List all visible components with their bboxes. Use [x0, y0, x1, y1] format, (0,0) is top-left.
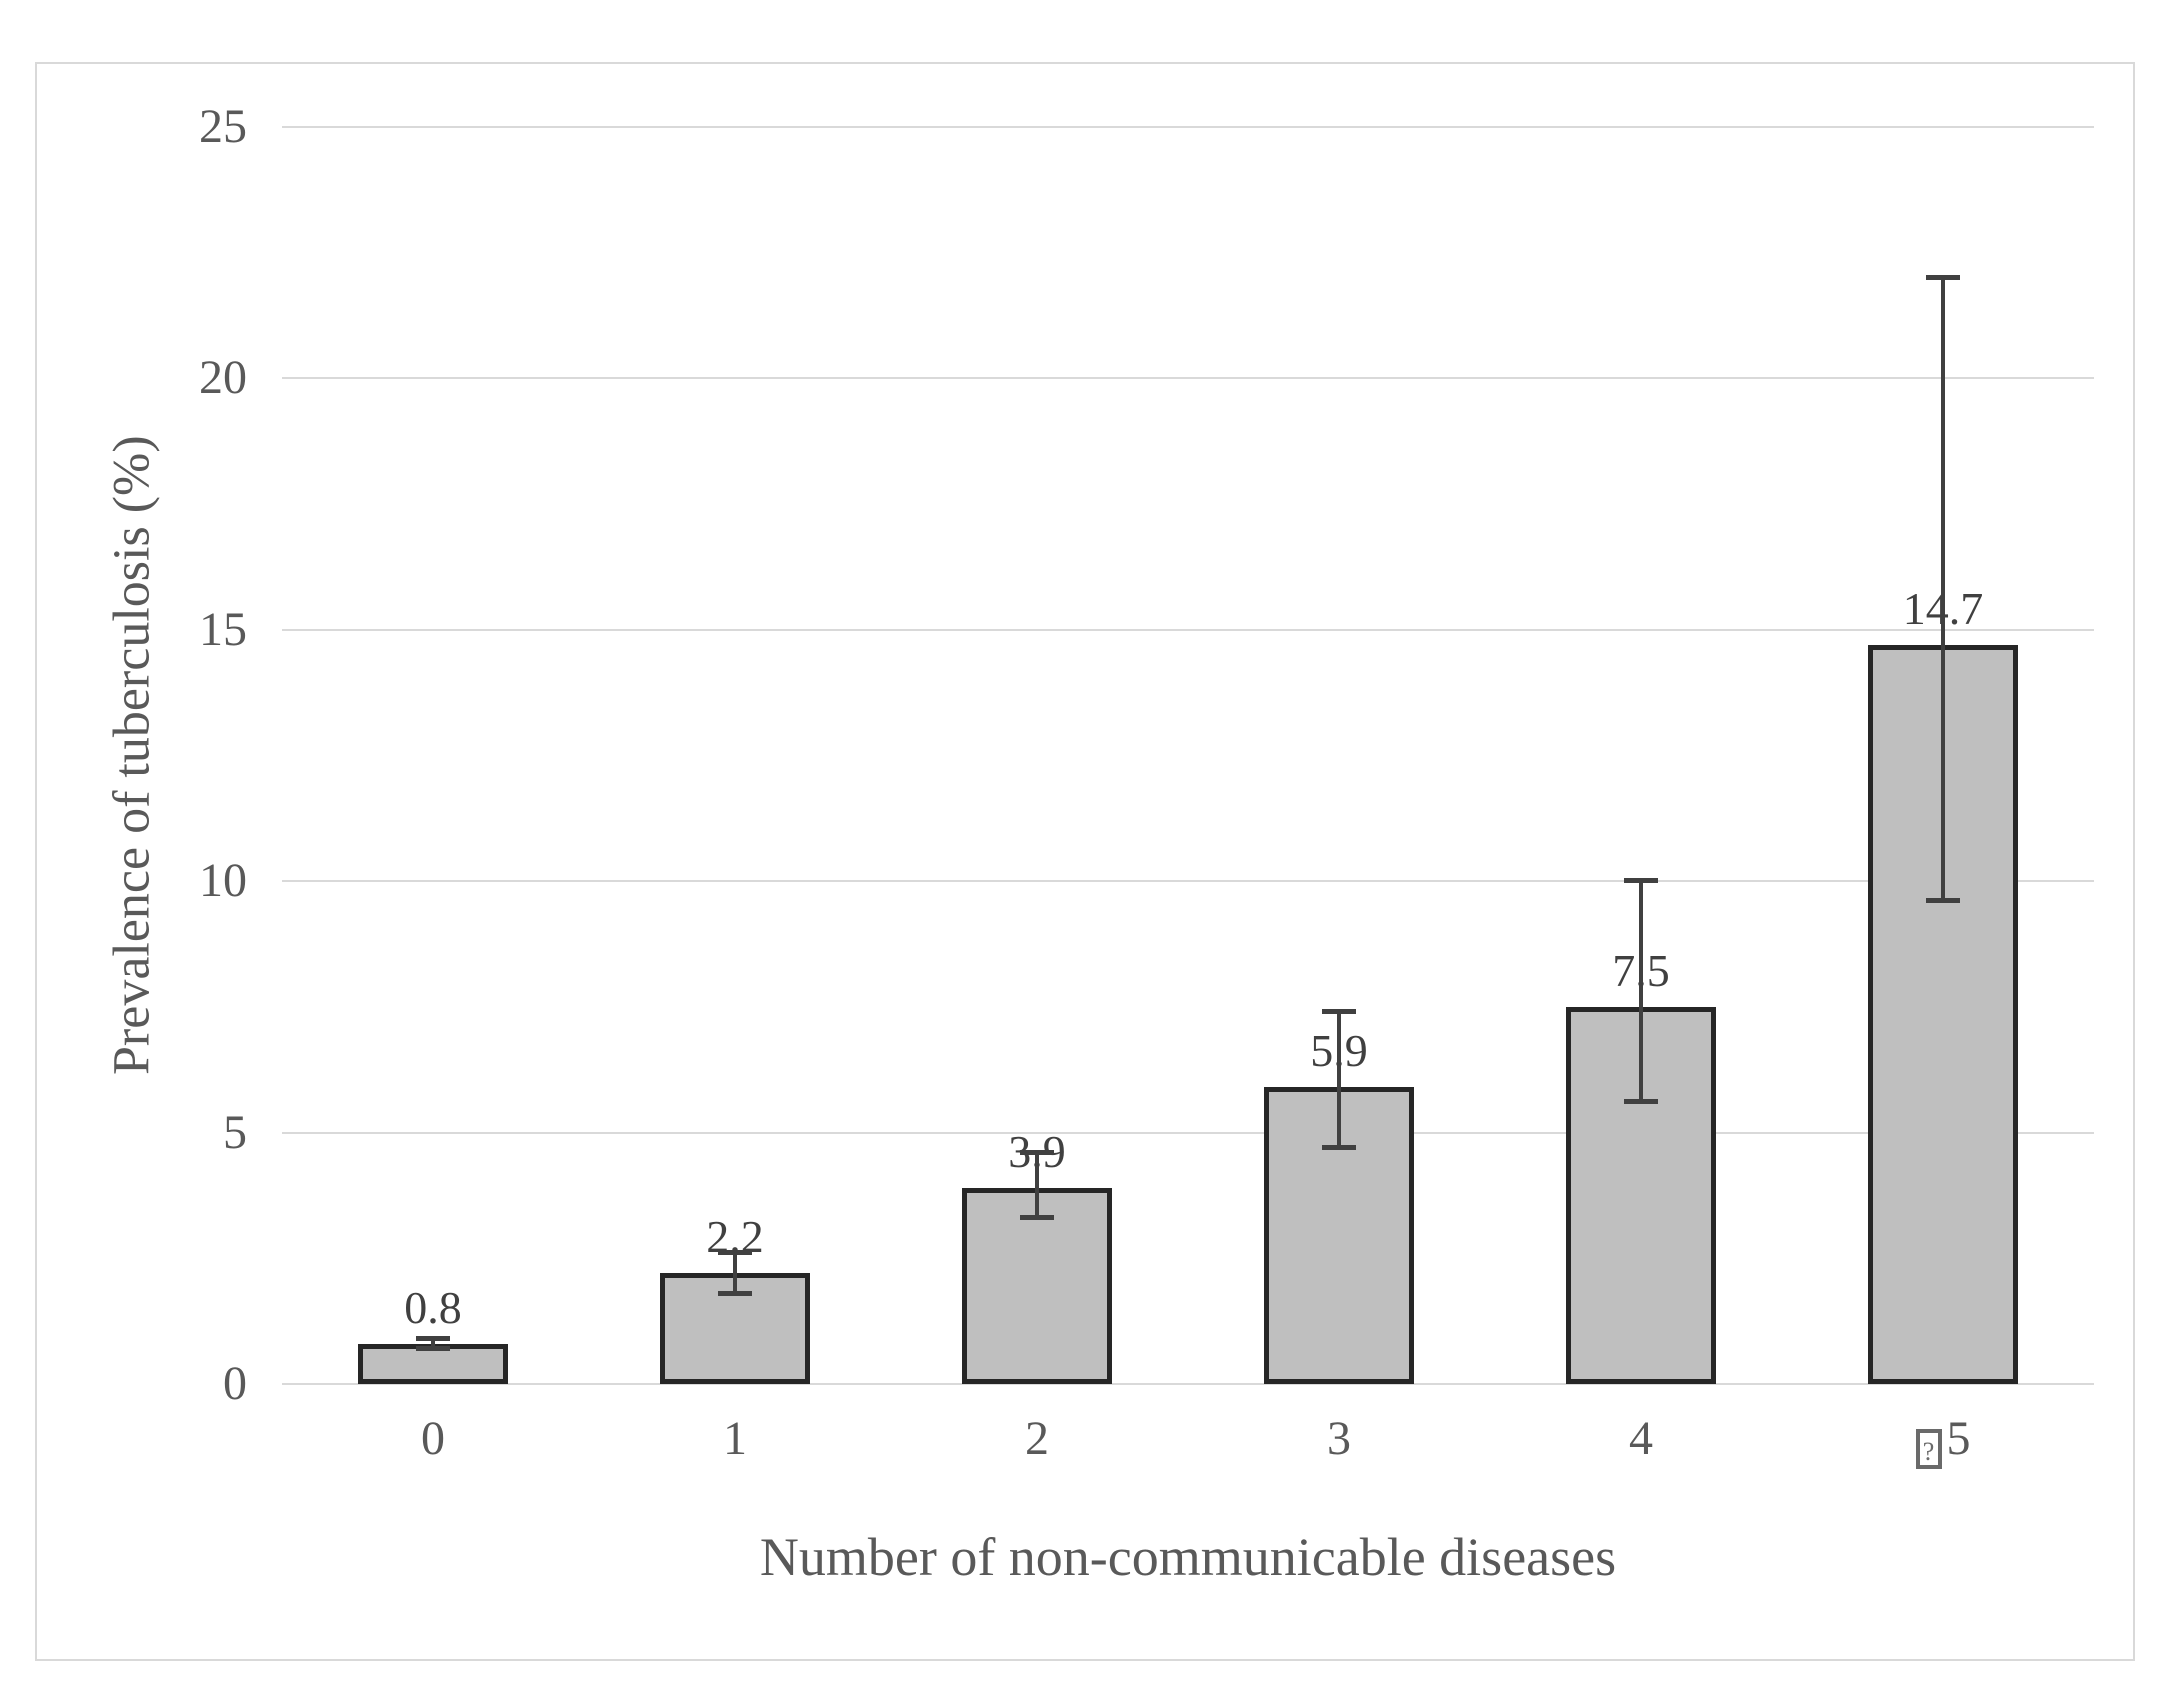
- missing-glyph-box-icon: ?: [1915, 1429, 1942, 1469]
- error-bar-cap-bottom: [718, 1290, 752, 1296]
- bar-data-label: 0.8: [404, 1281, 462, 1333]
- error-bar-line: [1035, 1152, 1039, 1219]
- error-bar-line: [733, 1253, 737, 1294]
- error-bar-cap-bottom: [1624, 1099, 1658, 1105]
- x-tick-label: 0: [421, 1412, 445, 1465]
- x-axis-ticks: 0 1 2 3 4 ? 5: [282, 1404, 2094, 1484]
- x-tick-label: 1: [723, 1412, 747, 1465]
- y-tick-label: 20: [199, 351, 247, 405]
- bar-data-label: 14.7: [1902, 582, 1984, 634]
- x-axis-title: Number of non-communicable diseases: [759, 1527, 1617, 1587]
- error-bar-line: [1941, 277, 1945, 902]
- bar-data-label: 3.9: [1008, 1125, 1066, 1177]
- error-bar-cap-top: [1926, 274, 1960, 280]
- gridline: [282, 880, 2094, 883]
- bar-data-label: 5.9: [1310, 1025, 1368, 1077]
- y-tick-label: 5: [223, 1105, 247, 1159]
- gridline: [282, 1383, 2094, 1385]
- y-tick-label: 0: [223, 1357, 247, 1410]
- y-axis-ticks: 0 5 10 15 20 25: [37, 100, 247, 1410]
- chart-frame: Prevalence of tuberculosis (%) 0 5 10 15 20 2…: [35, 62, 2135, 1661]
- error-bar-cap-top: [1322, 1008, 1356, 1014]
- gridline: [282, 377, 2094, 380]
- x-tick-label: 2: [1025, 1412, 1049, 1465]
- gridline: [282, 628, 2094, 631]
- error-bar-cap-bottom: [1926, 898, 1960, 904]
- bar-data-label: 2.2: [706, 1211, 764, 1263]
- y-tick-label: 25: [199, 100, 247, 153]
- error-bar-cap-top: [416, 1335, 450, 1341]
- error-bar-cap-bottom: [1322, 1144, 1356, 1150]
- x-tick-label: 4: [1629, 1412, 1653, 1465]
- x-tick-label: 3: [1327, 1412, 1351, 1465]
- error-bar-cap-bottom: [416, 1345, 450, 1351]
- error-bar-cap-top: [1020, 1149, 1054, 1155]
- y-tick-label: 10: [199, 854, 247, 908]
- error-bar-line: [431, 1338, 435, 1349]
- y-tick-label: 15: [199, 602, 247, 656]
- error-bar-cap-top: [718, 1250, 752, 1256]
- error-bar-line: [1639, 881, 1643, 1103]
- plot-area: 0.8 2.2 3.9 5.9 7.5 14.7: [282, 126, 2094, 1385]
- error-bar-cap-top: [1624, 878, 1658, 884]
- gridline: [282, 1131, 2094, 1134]
- x-tick-label: ? 5: [1792, 1404, 2094, 1474]
- error-bar-cap-bottom: [1020, 1215, 1054, 1221]
- bar-data-label: 7.5: [1612, 944, 1670, 996]
- error-bar-line: [1337, 1011, 1341, 1148]
- gridline: [282, 126, 2094, 128]
